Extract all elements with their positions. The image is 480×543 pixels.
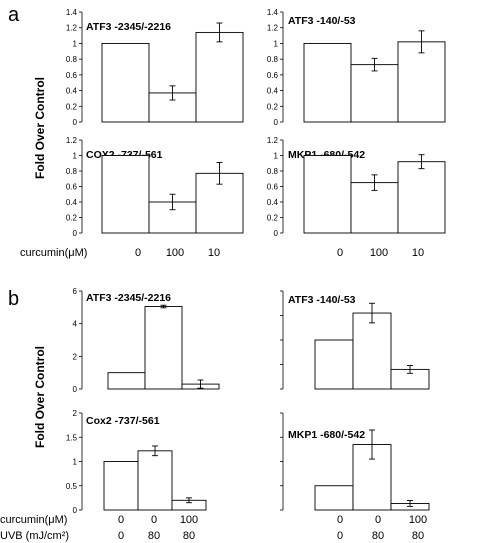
y-tick-label: 0 — [73, 118, 78, 127]
y-tick-label: 0.6 — [66, 71, 78, 80]
y-tick-label: 0.4 — [267, 87, 279, 96]
chart-b-atf3-140: ATF3 -140/-53 — [280, 290, 430, 390]
y-tick-label: 0.2 — [66, 214, 78, 223]
y-tick-label: 0.6 — [267, 183, 279, 192]
bar-10 — [397, 161, 446, 234]
condition-value-a-left-2: 100 — [166, 247, 184, 259]
condition-value-a-right-2: 100 — [370, 247, 388, 259]
y-tick-label: 1.2 — [267, 136, 279, 145]
y-tick-label: 0.5 — [66, 482, 78, 491]
bar-10 — [195, 31, 244, 123]
y-tick-label: 1.4 — [66, 8, 78, 17]
chart-title: MKP1 -680/-542 — [288, 429, 365, 441]
panel-b-label: b — [8, 288, 19, 310]
condition-value-a-left-1: 0 — [135, 247, 141, 259]
y-tick-label: 0 — [73, 229, 78, 238]
condition-label-uvb-b: UVB (mJ/cm²) — [0, 530, 69, 542]
y-tick-label: 4 — [73, 320, 78, 329]
condition-value-b-r2-left-3: 80 — [183, 530, 195, 542]
condition-value-b-r1-right-1: 0 — [337, 514, 343, 526]
bar-0 — [101, 155, 150, 234]
y-tick-label: 1.4 — [267, 8, 279, 17]
y-tick-label: 6 — [73, 287, 78, 296]
condition-value-b-r2-left-1: 0 — [118, 530, 124, 542]
y-tick-label: 1 — [274, 152, 279, 161]
condition-value-b-r2-right-3: 80 — [412, 530, 424, 542]
y-tick-label: 2 — [73, 352, 78, 361]
y-tick-label: 1.5 — [66, 433, 78, 442]
y-tick-label: 0.8 — [267, 167, 279, 176]
y-tick-label: 0.2 — [66, 102, 78, 111]
y-tick-label: 0.6 — [267, 71, 279, 80]
bar-0-0 — [107, 372, 146, 390]
chart-title: ATF3 -140/-53 — [288, 294, 356, 306]
condition-value-b-r1-right-3: 100 — [409, 514, 427, 526]
chart-b-atf3-2345: ATF3 -2345/-2216 0 2 4 6 — [73, 287, 220, 394]
condition-value-b-r1-left-1: 0 — [118, 514, 124, 526]
condition-value-b-r2-right-2: 80 — [372, 530, 384, 542]
y-tick-label: 0.2 — [267, 102, 279, 111]
bar-100 — [350, 64, 399, 123]
y-tick-label: 1 — [73, 152, 78, 161]
y-tick-label: 1 — [73, 458, 78, 467]
condition-label-curcumin-a: curcumin(μM) — [20, 247, 87, 259]
bar-0-80 — [137, 450, 173, 511]
condition-label-curcumin-b: curcumin(μM) — [0, 514, 67, 526]
chart-a-atf3-2345: ATF3 -2345/-2216 0 0.2 0.4 0.6 0.8 1 1.2 1.4 — [66, 8, 244, 127]
y-axis-label-b: Fold Over Control — [33, 346, 47, 448]
bar-0-80 — [144, 306, 183, 390]
y-tick-label: 1 — [73, 39, 78, 48]
bar-100 — [350, 182, 399, 234]
y-tick-label: 1 — [274, 39, 279, 48]
bar-0 — [101, 42, 150, 123]
y-tick-label: 0.8 — [66, 55, 78, 64]
y-tick-label: 2 — [73, 409, 78, 418]
y-tick-label: 0.2 — [267, 214, 279, 223]
y-tick-label: 0 — [73, 506, 78, 515]
condition-value-b-r1-right-2: 0 — [375, 514, 381, 526]
chart-title: Cox2 -737/-561 — [86, 415, 160, 427]
y-tick-label: 0 — [274, 229, 279, 238]
bar-0-0 — [314, 485, 354, 511]
y-tick-label: 0.8 — [267, 55, 279, 64]
y-tick-label: 1.2 — [66, 136, 78, 145]
bar-10 — [397, 41, 446, 123]
condition-value-a-right-1: 0 — [337, 247, 343, 259]
chart-title: ATF3 -2345/-2216 — [86, 292, 171, 304]
y-tick-label: 0.8 — [66, 167, 78, 176]
y-tick-label: 0.4 — [66, 198, 78, 207]
chart-b-cox2-737: Cox2 -737/-561 0 0.5 1 1.5 2 — [66, 409, 207, 515]
bar-0 — [303, 155, 352, 234]
chart-title: ATF3 -2345/-2216 — [86, 21, 171, 33]
y-tick-label: 0 — [274, 118, 279, 127]
bar-0-0 — [103, 461, 139, 511]
y-tick-label: 1.2 — [66, 24, 78, 33]
condition-value-b-r1-left-3: 100 — [180, 514, 198, 526]
condition-value-b-r2-left-2: 80 — [148, 530, 160, 542]
chart-title: ATF3 -140/-53 — [288, 15, 356, 27]
panel-a-label: a — [8, 4, 20, 26]
y-tick-label: 0 — [73, 385, 78, 394]
chart-b-mkp1-680: MKP1 -680/-542 — [280, 412, 430, 511]
chart-a-atf3-140: ATF3 -140/-53 0 0.2 0.4 0.6 0.8 1 1.2 1.4 — [267, 8, 446, 127]
y-tick-label: 0.4 — [267, 198, 279, 207]
bar-0 — [303, 42, 352, 123]
condition-value-a-left-3: 10 — [208, 247, 220, 259]
y-axis-label-a: Fold Over Control — [33, 77, 47, 179]
bar-0-80 — [352, 312, 392, 390]
condition-value-a-right-3: 10 — [412, 247, 424, 259]
y-tick-label: 1.2 — [267, 24, 279, 33]
y-tick-label: 0.4 — [66, 87, 78, 96]
condition-value-b-r1-left-2: 0 — [151, 514, 157, 526]
condition-value-b-r2-right-1: 0 — [337, 530, 343, 542]
y-tick-label: 0.6 — [66, 183, 78, 192]
bar-0-0 — [314, 339, 354, 390]
